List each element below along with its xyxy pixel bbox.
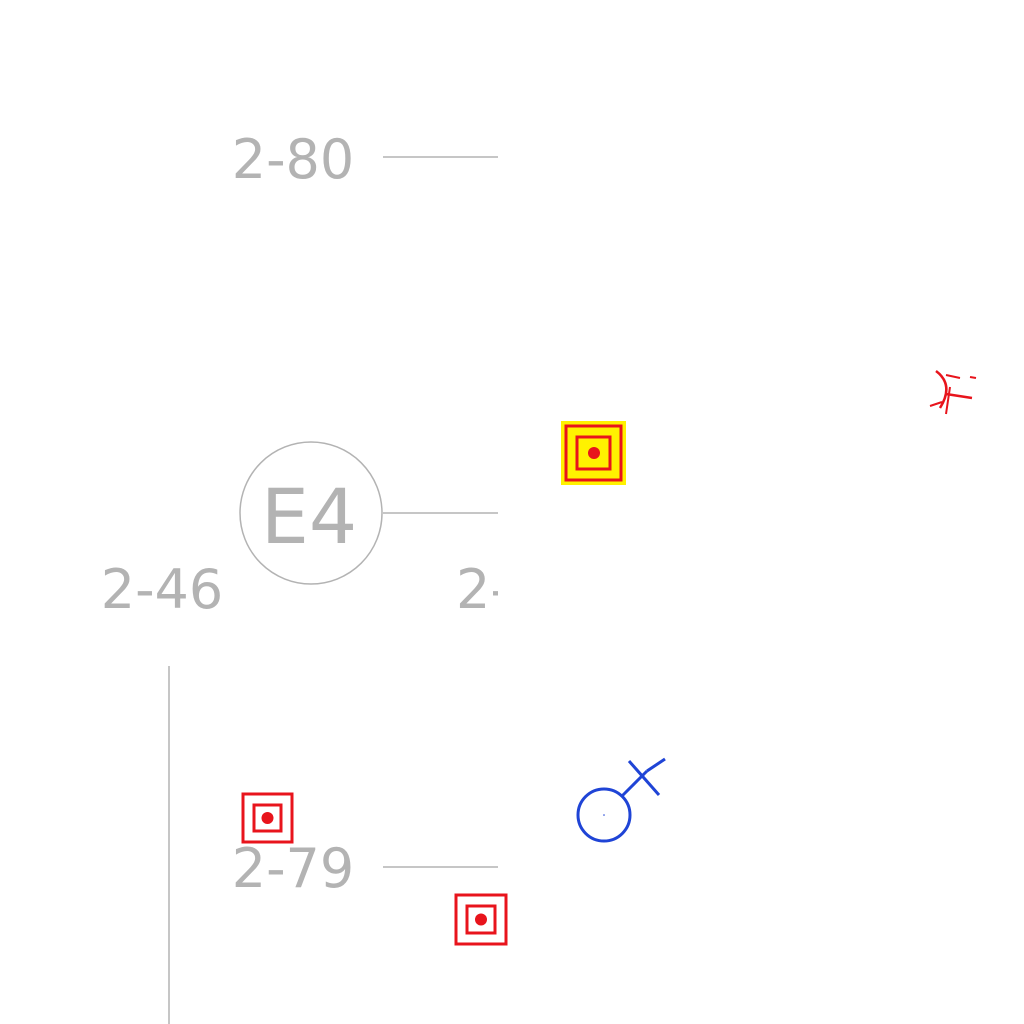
device-circle [576, 787, 632, 843]
red-partial-cross-icon[interactable] [929, 370, 977, 415]
grid-bubble[interactable]: E4 [239, 441, 383, 585]
target-center-dot [588, 447, 600, 459]
target-marker-left[interactable] [241, 792, 294, 844]
row-label-clipped-group: 2- [456, 558, 510, 621]
red-arc [935, 370, 948, 409]
device-crossbar-a [627, 760, 661, 796]
concentric-square-target-icon [564, 424, 623, 482]
red-stroke-vertical [945, 386, 951, 415]
red-stroke-left [929, 401, 943, 407]
device-center-point [603, 814, 605, 816]
grid-bubble-circle [239, 441, 383, 585]
red-stroke-horizontal [945, 392, 973, 400]
concentric-square-target-icon [454, 893, 508, 946]
target-inner-square [465, 904, 497, 935]
target-center-dot [261, 812, 274, 824]
target-inner-square [252, 803, 283, 833]
target-marker-highlighted[interactable] [561, 421, 626, 485]
grid-bubble-label: E4 [261, 472, 357, 561]
row-label-bottom: 2-79 [232, 837, 355, 900]
device-stem [620, 769, 649, 798]
red-stroke-top [945, 374, 961, 379]
red-stroke-tick [969, 376, 977, 379]
row-label-top: 2-80 [232, 128, 355, 191]
row-label-clipped: 2- [456, 558, 510, 621]
target-marker-bottom[interactable] [454, 893, 508, 946]
device-crossbar-b [646, 757, 666, 773]
target-center-dot [475, 913, 487, 926]
target-inner-square [575, 435, 612, 471]
row-label-left: 2-46 [101, 558, 224, 621]
circle-cross-device-icon[interactable] [576, 757, 666, 843]
concentric-square-target-icon [241, 792, 294, 844]
